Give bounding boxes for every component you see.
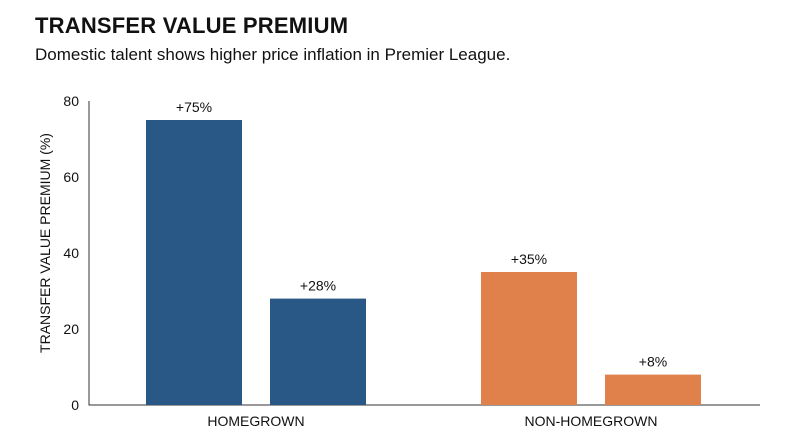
bar [270, 298, 366, 405]
y-tick-label: 40 [63, 245, 79, 261]
bar [481, 272, 577, 405]
y-axis-label: TRANSFER VALUE PREMIUM (%) [37, 133, 53, 353]
y-tick-label: 20 [63, 321, 79, 337]
x-category-label: HOMEGROWN [207, 413, 304, 429]
y-tick-label: 60 [63, 169, 79, 185]
bar [146, 120, 242, 405]
y-tick-label: 0 [71, 397, 79, 413]
bar-value-label: +35% [511, 251, 547, 267]
chart-subtitle: Domestic talent shows higher price infla… [35, 45, 511, 64]
bar [605, 374, 701, 405]
chart-title: TRANSFER VALUE PREMIUM [35, 13, 349, 38]
plot-area: 0 20 40 60 80 +75% +28% HOMEGROWN +35% +8% NON-HOM… [63, 93, 760, 429]
bar-value-label: +75% [176, 99, 212, 115]
y-tick-label: 80 [63, 93, 79, 109]
bar-value-label: +28% [300, 278, 336, 294]
x-category-label: NON-HOMEGROWN [525, 413, 658, 429]
bar-value-label: +8% [639, 354, 667, 370]
